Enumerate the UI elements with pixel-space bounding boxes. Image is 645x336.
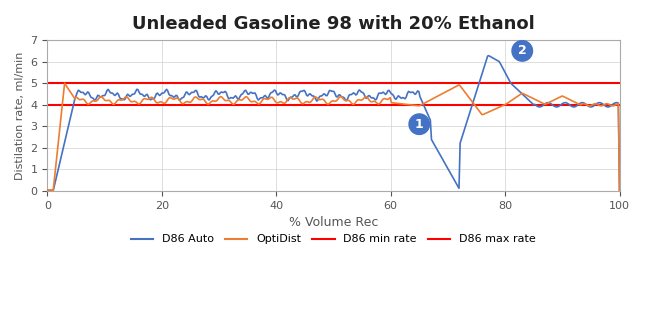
Text: 2: 2: [518, 44, 526, 57]
Legend: D86 Auto, OptiDist, D86 min rate, D86 max rate: D86 Auto, OptiDist, D86 min rate, D86 ma…: [126, 230, 541, 249]
X-axis label: % Volume Rec: % Volume Rec: [289, 216, 378, 229]
Text: 1: 1: [415, 118, 424, 131]
Title: Unleaded Gasoline 98 with 20% Ethanol: Unleaded Gasoline 98 with 20% Ethanol: [132, 15, 535, 33]
Y-axis label: Distilation rate, ml/min: Distilation rate, ml/min: [15, 51, 25, 180]
